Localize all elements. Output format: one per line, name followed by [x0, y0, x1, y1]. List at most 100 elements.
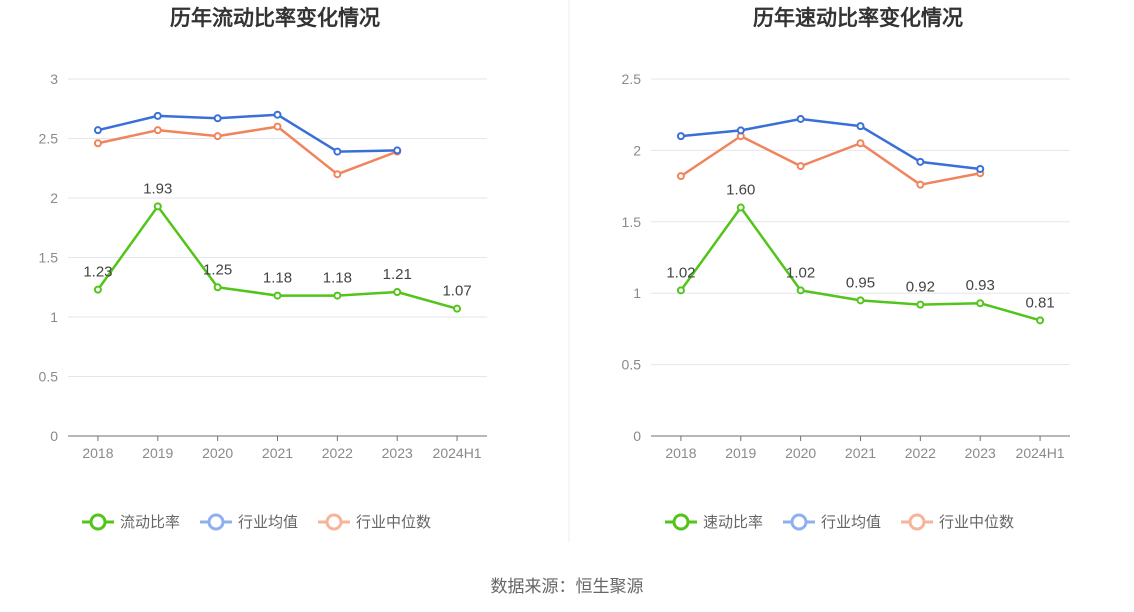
legend-marker — [89, 513, 107, 531]
data-point — [796, 286, 805, 295]
data-point — [856, 139, 865, 148]
series-line — [97, 113, 398, 153]
data-point — [453, 304, 462, 313]
y-tick-label: 0.5 — [39, 369, 59, 385]
y-tick-label: 2 — [50, 190, 58, 206]
x-tick-label: 2022 — [905, 445, 936, 461]
data-point — [736, 126, 745, 135]
data-point — [273, 122, 282, 131]
data-point — [153, 126, 162, 135]
data-point — [676, 172, 685, 181]
data-label: 1.18 — [263, 270, 292, 287]
x-tick-label: 2022 — [322, 445, 353, 461]
y-tick-label: 0 — [633, 428, 641, 444]
y-tick-label: 2.5 — [622, 71, 642, 87]
series-3 — [676, 132, 985, 189]
data-point — [796, 114, 805, 123]
legend-marker — [908, 513, 926, 531]
legend-marker — [790, 513, 808, 531]
legend-item: 行业均值 — [783, 513, 881, 531]
x-tick-label: 2023 — [382, 445, 413, 461]
legend-item: 行业均值 — [200, 513, 298, 531]
data-point — [736, 203, 745, 212]
data-label: 0.81 — [1025, 294, 1054, 311]
chart-title: 历年速动比率变化情况 — [753, 6, 963, 30]
data-point — [916, 180, 925, 189]
data-label: 1.25 — [203, 261, 232, 278]
legend-label: 流动比率 — [120, 514, 180, 531]
data-point — [393, 288, 402, 297]
legend-marker — [325, 513, 343, 531]
data-point — [153, 111, 162, 120]
y-tick-label: 0 — [50, 428, 58, 444]
series-line — [680, 134, 981, 186]
legend-marker — [672, 513, 690, 531]
series-line — [680, 117, 981, 171]
series-1: 1.02 1.60 1.02 0.95 0.92 0.93 0.81 — [666, 182, 1055, 325]
data-point — [976, 164, 985, 173]
data-point — [93, 126, 102, 135]
x-tick-label: 2021 — [845, 445, 876, 461]
x-tick-label: 2023 — [965, 445, 996, 461]
x-tick-label: 2020 — [202, 445, 233, 461]
data-point — [213, 283, 222, 292]
data-point — [213, 132, 222, 141]
x-tick-label: 2019 — [725, 445, 756, 461]
data-label: 1.21 — [383, 266, 412, 283]
legend-item: 行业中位数 — [318, 513, 431, 531]
x-tick-label: 2018 — [665, 445, 696, 461]
x-tick-label: 2018 — [82, 445, 113, 461]
data-point — [676, 286, 685, 295]
x-tick-label: 2020 — [785, 445, 816, 461]
y-tick-label: 0.5 — [622, 357, 642, 373]
data-label: 0.93 — [966, 277, 995, 294]
y-tick-label: 1 — [50, 309, 58, 325]
data-point — [333, 291, 342, 300]
data-source-label: 数据来源：恒生聚源 — [491, 577, 644, 596]
legend-item: 速动比率 — [665, 513, 763, 531]
data-label: 1.23 — [83, 264, 112, 281]
data-point — [213, 114, 222, 123]
data-point — [93, 285, 102, 294]
series-3 — [93, 122, 402, 179]
data-label: 1.02 — [666, 264, 695, 281]
data-point — [333, 147, 342, 156]
data-label: 0.92 — [906, 279, 935, 296]
y-tick-label: 3 — [50, 71, 58, 87]
data-point — [916, 300, 925, 309]
data-label: 1.60 — [726, 182, 755, 199]
legend-item: 流动比率 — [82, 513, 180, 531]
x-tick-label: 2024H1 — [433, 445, 482, 461]
data-point — [333, 170, 342, 179]
legend-label: 行业均值 — [821, 514, 881, 531]
data-label: 1.02 — [786, 264, 815, 281]
data-point — [796, 162, 805, 171]
x-tick-label: 2019 — [142, 445, 173, 461]
data-label: 1.18 — [323, 270, 352, 287]
series-line — [97, 125, 398, 176]
series-1: 1.23 1.93 1.25 1.18 1.18 1.21 1.07 — [83, 180, 472, 313]
y-tick-label: 1.5 — [39, 250, 59, 266]
legend-label: 行业均值 — [238, 514, 298, 531]
chart-2: 历年速动比率变化情况 0 0.5 1 1.5 2 2.5 2018 2019 2020 2021 20… — [622, 6, 1070, 531]
data-point — [856, 296, 865, 305]
data-point — [273, 291, 282, 300]
x-tick-label: 2021 — [262, 445, 293, 461]
legend-marker — [207, 513, 225, 531]
data-label: 1.93 — [143, 180, 172, 197]
legend-label: 行业中位数 — [356, 514, 431, 531]
data-point — [1036, 316, 1045, 325]
series-2 — [93, 110, 402, 156]
data-point — [93, 139, 102, 148]
y-tick-label: 2 — [633, 142, 641, 158]
data-label: 1.07 — [442, 283, 471, 300]
x-tick-label: 2024H1 — [1016, 445, 1065, 461]
legend-label: 行业中位数 — [939, 514, 1014, 531]
chart-1: 历年流动比率变化情况 0 0.5 1 1.5 2 2.5 3 2018 2019 2020 2021 2… — [39, 6, 487, 531]
series-2 — [676, 114, 985, 173]
data-point — [676, 132, 685, 141]
legend-label: 速动比率 — [703, 514, 763, 531]
data-label: 0.95 — [846, 274, 875, 291]
y-tick-label: 1 — [633, 285, 641, 301]
